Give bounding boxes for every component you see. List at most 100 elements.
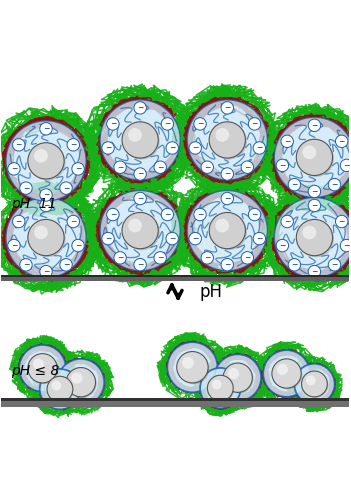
Text: −: − <box>157 162 163 172</box>
Circle shape <box>100 191 180 271</box>
Circle shape <box>296 219 332 256</box>
Text: −: − <box>75 164 81 174</box>
Text: −: − <box>279 241 286 250</box>
Circle shape <box>107 118 119 130</box>
Text: −: − <box>110 210 116 219</box>
Circle shape <box>40 369 80 409</box>
Circle shape <box>20 259 32 271</box>
Text: −: − <box>169 143 176 152</box>
Circle shape <box>6 121 86 201</box>
Text: −: − <box>251 210 258 219</box>
Circle shape <box>40 266 52 278</box>
Text: −: − <box>70 140 77 149</box>
Circle shape <box>228 368 239 379</box>
Text: −: − <box>117 254 123 263</box>
Circle shape <box>40 199 52 212</box>
Circle shape <box>154 161 166 174</box>
Circle shape <box>166 232 178 245</box>
Circle shape <box>224 364 253 393</box>
Text: −: − <box>251 119 258 128</box>
Text: −: − <box>204 162 211 172</box>
Circle shape <box>28 143 64 179</box>
Text: −: − <box>15 217 22 226</box>
Circle shape <box>201 161 213 174</box>
Circle shape <box>124 123 160 159</box>
Circle shape <box>58 359 104 405</box>
Text: −: − <box>75 241 81 250</box>
Circle shape <box>128 219 142 232</box>
Circle shape <box>8 239 20 252</box>
Circle shape <box>178 353 209 384</box>
Circle shape <box>13 139 25 151</box>
Text: −: − <box>169 234 176 243</box>
Circle shape <box>294 364 335 404</box>
Circle shape <box>40 189 52 201</box>
Circle shape <box>340 239 351 252</box>
Text: −: − <box>43 124 49 133</box>
Circle shape <box>211 214 247 250</box>
Circle shape <box>6 198 86 278</box>
Circle shape <box>253 142 266 154</box>
Text: −: − <box>224 194 231 203</box>
Circle shape <box>253 232 266 245</box>
Circle shape <box>194 208 206 221</box>
Text: −: − <box>43 191 49 200</box>
Circle shape <box>47 376 73 402</box>
Circle shape <box>194 118 206 130</box>
Circle shape <box>166 142 178 154</box>
Circle shape <box>182 357 194 369</box>
Circle shape <box>207 375 233 401</box>
Circle shape <box>274 198 351 278</box>
Text: −: − <box>331 261 338 269</box>
Circle shape <box>221 192 233 205</box>
Circle shape <box>281 215 293 228</box>
Circle shape <box>336 215 348 228</box>
Circle shape <box>33 359 44 370</box>
Text: −: − <box>197 210 203 219</box>
Text: pH: pH <box>199 283 223 301</box>
Circle shape <box>298 221 334 257</box>
Circle shape <box>336 135 348 147</box>
Circle shape <box>296 139 332 176</box>
Circle shape <box>303 372 329 398</box>
Bar <box>1 398 349 401</box>
Circle shape <box>67 369 97 398</box>
Circle shape <box>208 376 234 402</box>
Circle shape <box>114 161 126 174</box>
Text: −: − <box>343 241 350 250</box>
Circle shape <box>308 119 321 131</box>
Text: −: − <box>197 119 203 128</box>
Circle shape <box>248 208 261 221</box>
Circle shape <box>276 239 289 252</box>
Circle shape <box>189 232 201 245</box>
Text: −: − <box>279 161 286 170</box>
Text: −: − <box>23 261 29 269</box>
Circle shape <box>29 355 58 384</box>
Text: −: − <box>15 140 22 149</box>
Text: −: − <box>224 260 231 269</box>
Circle shape <box>154 252 166 264</box>
Circle shape <box>288 259 300 271</box>
Circle shape <box>215 128 229 142</box>
Text: −: − <box>256 143 263 152</box>
Circle shape <box>34 149 48 162</box>
Circle shape <box>276 159 289 172</box>
Circle shape <box>281 135 293 147</box>
Text: −: − <box>164 119 171 128</box>
Circle shape <box>340 159 351 172</box>
Text: −: − <box>117 162 123 172</box>
Circle shape <box>248 118 261 130</box>
Circle shape <box>241 161 253 174</box>
Circle shape <box>308 199 321 212</box>
Text: −: − <box>137 194 143 203</box>
Text: −: − <box>256 234 263 243</box>
Circle shape <box>34 225 48 239</box>
Circle shape <box>134 192 146 205</box>
Circle shape <box>328 259 341 271</box>
Text: −: − <box>164 210 171 219</box>
Circle shape <box>303 145 316 159</box>
Text: −: − <box>291 261 298 269</box>
Circle shape <box>100 100 180 180</box>
Circle shape <box>189 142 201 154</box>
Circle shape <box>107 208 119 221</box>
